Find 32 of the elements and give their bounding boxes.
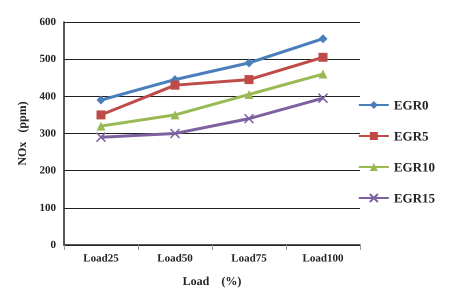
point (170, 128, 180, 139)
legend-label: EGR0 (394, 98, 428, 112)
point (170, 110, 180, 120)
x-tick-label: Load50 (157, 252, 194, 264)
point (318, 52, 328, 62)
point (96, 122, 106, 131)
y-tick-label: 0 (50, 239, 56, 251)
point (96, 132, 106, 142)
x-axis-title: Load (%) (182, 274, 242, 288)
point (244, 90, 254, 99)
point (170, 80, 180, 90)
y-tick-label: 100 (40, 202, 56, 214)
point (96, 96, 106, 105)
point (244, 58, 254, 68)
y-tick-label: 400 (40, 90, 56, 102)
y-tick-label: 500 (40, 53, 56, 66)
point (318, 34, 328, 44)
legend-label: EGR15 (394, 190, 436, 206)
point (318, 92, 328, 104)
point (318, 70, 328, 79)
y-tick-label: 600 (40, 16, 56, 28)
y-tick-label: 200 (40, 164, 56, 177)
legend-label: EGR5 (394, 128, 429, 144)
y-axis-title: NOx (ppm) (15, 101, 29, 166)
legend-label: EGR10 (394, 160, 435, 174)
point (244, 75, 254, 84)
x-tick-label: Load75 (231, 252, 268, 264)
y-tick-label: 300 (40, 128, 56, 140)
x-tick-label: Load100 (302, 252, 344, 264)
point (96, 110, 106, 120)
point (244, 113, 254, 124)
x-tick-label: Load25 (83, 252, 120, 264)
